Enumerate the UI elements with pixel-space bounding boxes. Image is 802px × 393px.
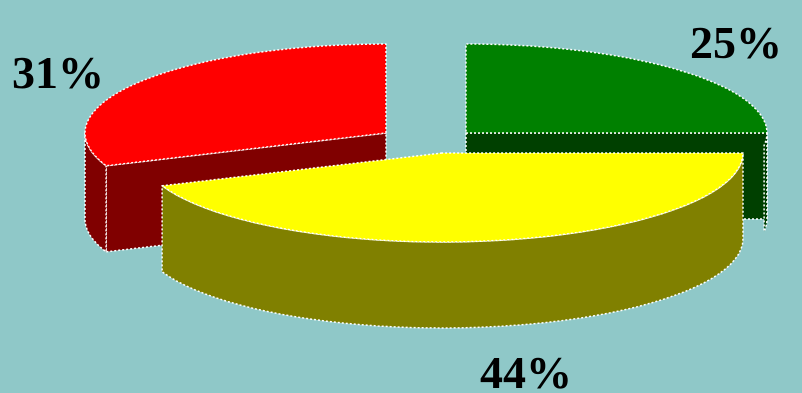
data-label-25: 25% xyxy=(690,17,782,68)
pie-slice-25 xyxy=(465,43,768,134)
data-label-44: 44% xyxy=(480,347,572,393)
pie-slice-31-edge xyxy=(84,132,107,253)
data-label-31: 31% xyxy=(12,47,104,98)
pie-slice-25-edge xyxy=(763,132,768,233)
slice-group-44 xyxy=(161,152,744,329)
pie-slice-44 xyxy=(161,152,744,243)
pie-slice-31 xyxy=(84,43,387,167)
